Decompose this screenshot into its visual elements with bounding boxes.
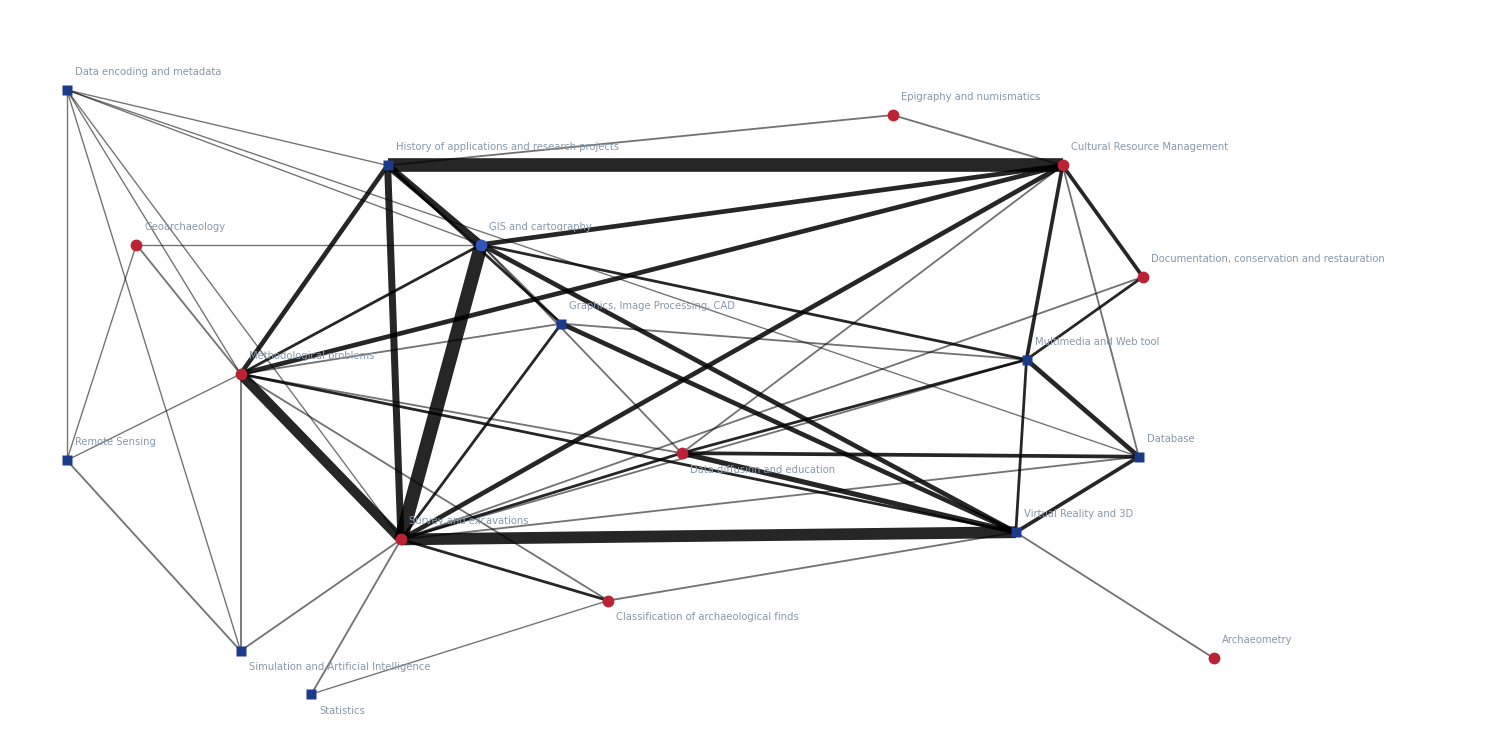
Text: History of applications and research projects: History of applications and research pro… — [395, 142, 618, 153]
Text: Database: Database — [1147, 434, 1195, 444]
Text: Epigraphy and numismatics: Epigraphy and numismatics — [901, 92, 1040, 102]
Text: Multimedia and Web tool: Multimedia and Web tool — [1034, 337, 1159, 346]
Text: Data encoding and metadata: Data encoding and metadata — [75, 67, 222, 77]
Text: Virtual Reality and 3D: Virtual Reality and 3D — [1024, 509, 1133, 519]
Text: Methodological problems: Methodological problems — [249, 351, 374, 361]
Text: Geoarchaeology: Geoarchaeology — [144, 221, 226, 232]
Text: Remote Sensing: Remote Sensing — [75, 438, 156, 447]
Text: Data diffusion and education: Data diffusion and education — [690, 465, 835, 475]
Text: Archaeometry: Archaeometry — [1222, 635, 1292, 645]
Text: Cultural Resource Management: Cultural Resource Management — [1070, 142, 1228, 153]
Text: Statistics: Statistics — [319, 705, 365, 716]
Text: Classification of archaeological finds: Classification of archaeological finds — [617, 612, 799, 622]
Text: Simulation and Artificial Intelligence: Simulation and Artificial Intelligence — [249, 663, 430, 672]
Text: Survey and excavations: Survey and excavations — [409, 516, 528, 527]
Text: Graphics, Image Processing, CAD: Graphics, Image Processing, CAD — [569, 301, 735, 310]
Text: GIS and cartography: GIS and cartography — [490, 221, 591, 232]
Text: Documentation, conservation and restauration: Documentation, conservation and restaura… — [1151, 254, 1385, 264]
